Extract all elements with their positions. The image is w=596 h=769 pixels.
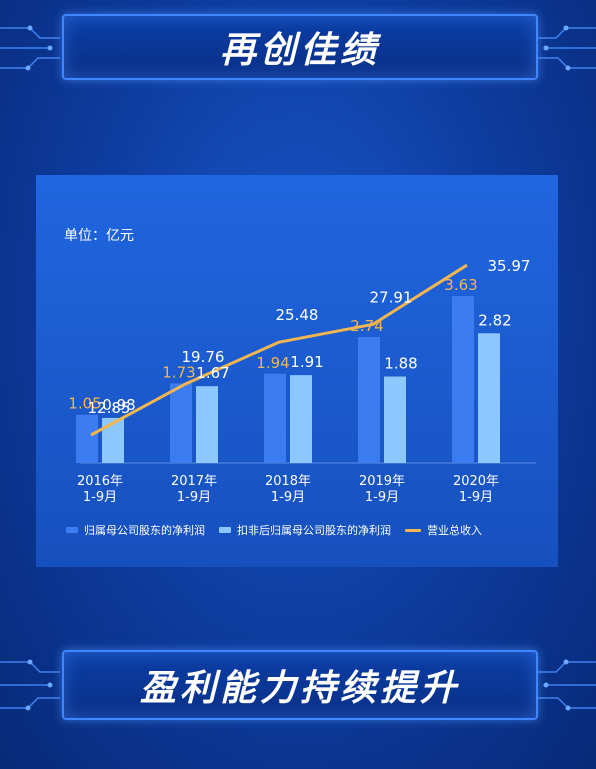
x-tick-label-year-4: 2020年: [453, 474, 499, 489]
left-circuit-decoration-top: [0, 25, 60, 71]
data-label-revenue-4: 35.97: [488, 257, 531, 275]
data-label-net-profit-4: 3.63: [444, 276, 477, 294]
data-label-revenue-1: 19.76: [182, 348, 225, 366]
data-label-deducted-profit-3: 1.88: [384, 355, 417, 373]
bar-net-profit-4: [452, 296, 474, 463]
data-label-net-profit-1: 1.73: [162, 363, 195, 381]
legend-label-net-profit: 归属母公司股东的净利润: [84, 524, 205, 537]
x-tick-label-period-2: 1-9月: [271, 490, 305, 505]
x-tick-label-year-3: 2019年: [359, 474, 405, 489]
legend-label-deducted-profit: 扣非后归属母公司股东的净利润: [237, 524, 391, 537]
x-tick-label-year-2: 2018年: [265, 474, 311, 489]
data-label-net-profit-2: 1.94: [256, 354, 289, 372]
legend-item-revenue: 营业总收入: [405, 522, 482, 538]
legend-item-deducted-profit: 扣非后归属母公司股东的净利润: [219, 522, 391, 538]
bar-net-profit-1: [170, 383, 192, 463]
data-label-deducted-profit-0: 0.98: [102, 396, 135, 414]
x-tick-label-period-1: 1-9月: [177, 490, 211, 505]
bar-deducted-profit-4: [478, 333, 500, 463]
legend: 归属母公司股东的净利润 扣非后归属母公司股东的净利润 营业总收入: [66, 522, 496, 538]
data-label-deducted-profit-1: 1.67: [196, 364, 229, 382]
legend-swatch-deducted-profit: [219, 527, 231, 533]
x-tick-label-period-4: 1-9月: [459, 490, 493, 505]
chart: 2016年1-9月2017年1-9月2018年1-9月2019年1-9月2020…: [68, 257, 536, 505]
bottom-title-banner: 盈利能力持续提升: [62, 650, 538, 720]
data-label-deducted-profit-2: 1.91: [290, 353, 323, 371]
left-circuit-decoration-bottom: [0, 659, 60, 711]
legend-label-revenue: 营业总收入: [427, 524, 482, 537]
bar-deducted-profit-0: [102, 417, 124, 463]
x-tick-label-period-0: 1-9月: [83, 490, 117, 505]
chart-panel: 单位：亿元 2016年 1-9月 2017年 1-9月 2018年 1-9月 2019年 1-…: [36, 175, 558, 567]
unit-label: 单位：亿元: [64, 228, 134, 244]
bar-deducted-profit-2: [290, 375, 312, 463]
legend-swatch-net-profit: [66, 527, 78, 533]
x-tick-label-year-0: 2016年: [77, 474, 123, 489]
bar-net-profit-3: [358, 336, 380, 463]
top-title-banner: 再创佳绩: [62, 14, 538, 80]
data-label-revenue-2: 25.48: [276, 306, 319, 324]
bottom-title: 盈利能力持续提升: [139, 668, 460, 709]
bar-net-profit-2: [264, 373, 286, 463]
bar-net-profit-0: [76, 414, 98, 463]
revenue-line: [90, 263, 468, 437]
x-tick-label-period-3: 1-9月: [365, 490, 399, 505]
legend-item-net-profit: 归属母公司股东的净利润: [66, 522, 205, 538]
data-label-revenue-0: 12.85: [88, 399, 131, 417]
legend-swatch-revenue: [405, 528, 421, 532]
top-title: 再创佳绩: [219, 30, 380, 71]
data-label-net-profit-3: 2.74: [350, 317, 383, 335]
data-label-net-profit-0: 1.05: [68, 395, 101, 413]
data-label-revenue-3: 27.91: [370, 288, 413, 306]
bar-deducted-profit-1: [196, 386, 218, 463]
data-label-deducted-profit-4: 2.82: [478, 311, 511, 329]
bar-deducted-profit-3: [384, 376, 406, 463]
right-circuit-decoration-bottom: [536, 659, 596, 711]
right-circuit-decoration-top: [536, 25, 596, 71]
x-tick-label-year-1: 2017年: [171, 474, 217, 489]
